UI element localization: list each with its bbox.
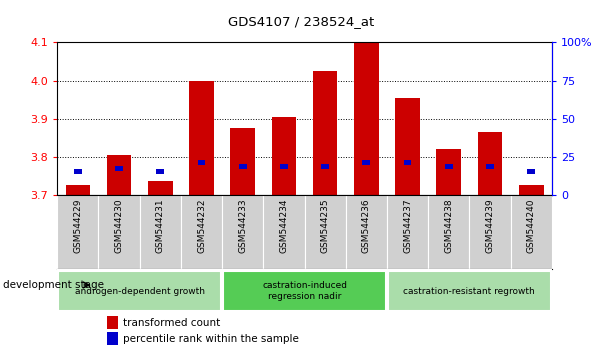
Bar xyxy=(264,195,305,269)
Bar xyxy=(148,181,172,195)
Bar xyxy=(107,155,131,195)
Bar xyxy=(388,271,551,311)
Bar xyxy=(140,195,181,269)
Text: GSM544236: GSM544236 xyxy=(362,199,371,253)
Bar xyxy=(313,71,338,195)
Text: transformed count: transformed count xyxy=(122,318,220,327)
Text: GSM544240: GSM544240 xyxy=(526,199,535,253)
Text: GSM544233: GSM544233 xyxy=(238,199,247,253)
Bar xyxy=(321,164,329,169)
Bar xyxy=(58,271,221,311)
Bar xyxy=(230,128,255,195)
Text: development stage: development stage xyxy=(3,280,104,290)
Bar xyxy=(305,195,346,269)
Bar xyxy=(519,185,543,195)
Bar xyxy=(280,164,288,169)
Bar xyxy=(403,160,411,165)
Bar xyxy=(354,41,379,195)
Bar xyxy=(223,271,386,311)
Text: GSM544237: GSM544237 xyxy=(403,199,412,253)
Bar xyxy=(74,169,82,173)
Bar xyxy=(346,195,387,269)
Bar xyxy=(115,166,123,171)
Bar xyxy=(486,164,494,169)
Bar xyxy=(527,169,535,173)
Text: castration-resistant regrowth: castration-resistant regrowth xyxy=(403,287,535,296)
Text: GSM544232: GSM544232 xyxy=(197,199,206,253)
Bar xyxy=(98,195,140,269)
Bar xyxy=(107,316,118,329)
Bar xyxy=(395,98,420,195)
Bar xyxy=(469,195,511,269)
Bar xyxy=(57,195,98,269)
Bar xyxy=(271,117,296,195)
Bar xyxy=(198,160,206,165)
Bar xyxy=(478,132,502,195)
Text: castration-induced
regression nadir: castration-induced regression nadir xyxy=(262,281,347,301)
Text: GSM544235: GSM544235 xyxy=(321,199,330,253)
Bar xyxy=(66,185,90,195)
Bar xyxy=(156,169,164,173)
Bar xyxy=(511,195,552,269)
Text: GSM544231: GSM544231 xyxy=(156,199,165,253)
Text: GSM544238: GSM544238 xyxy=(444,199,453,253)
Text: GSM544234: GSM544234 xyxy=(279,199,288,253)
Text: GSM544229: GSM544229 xyxy=(74,199,83,253)
Bar xyxy=(181,195,222,269)
Text: GSM544239: GSM544239 xyxy=(485,199,494,253)
Bar xyxy=(387,195,428,269)
Text: GSM544230: GSM544230 xyxy=(115,199,124,253)
Bar xyxy=(239,164,247,169)
Text: percentile rank within the sample: percentile rank within the sample xyxy=(122,334,298,344)
Bar xyxy=(222,195,264,269)
Bar xyxy=(445,164,453,169)
Bar xyxy=(428,195,469,269)
Bar xyxy=(107,332,118,345)
Text: GDS4107 / 238524_at: GDS4107 / 238524_at xyxy=(229,15,374,28)
Bar xyxy=(362,160,370,165)
Bar xyxy=(437,149,461,195)
Text: androgen-dependent growth: androgen-dependent growth xyxy=(75,287,204,296)
Bar xyxy=(189,81,214,195)
